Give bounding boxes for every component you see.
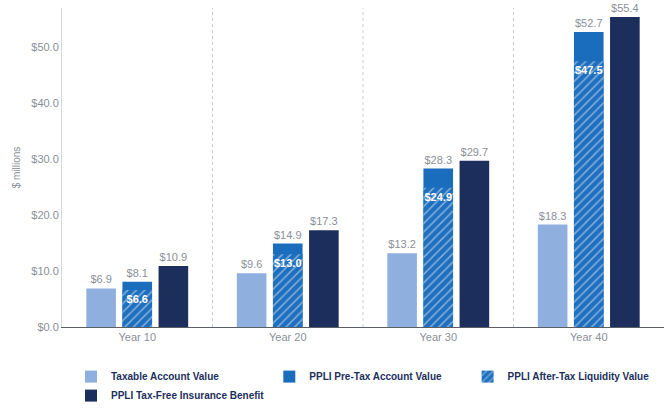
svg-text:$10.0: $10.0 bbox=[31, 265, 59, 277]
svg-text:$28.3: $28.3 bbox=[424, 154, 452, 166]
svg-text:$13.0: $13.0 bbox=[274, 257, 302, 269]
svg-text:Year 30: Year 30 bbox=[419, 331, 457, 343]
svg-text:$24.9: $24.9 bbox=[424, 191, 452, 203]
svg-text:$29.7: $29.7 bbox=[461, 146, 489, 158]
svg-text:Year 10: Year 10 bbox=[118, 331, 156, 343]
svg-text:PPLI Tax-Free Insurance Benefi: PPLI Tax-Free Insurance Benefit bbox=[111, 390, 264, 401]
svg-text:$55.4: $55.4 bbox=[611, 2, 639, 14]
svg-text:$8.1: $8.1 bbox=[127, 267, 148, 279]
svg-text:$40.0: $40.0 bbox=[31, 97, 59, 109]
svg-text:$14.9: $14.9 bbox=[274, 229, 302, 241]
svg-text:$50.0: $50.0 bbox=[31, 41, 59, 53]
svg-text:$18.3: $18.3 bbox=[539, 210, 567, 222]
svg-text:$9.6: $9.6 bbox=[241, 258, 262, 270]
svg-text:$52.7: $52.7 bbox=[575, 17, 603, 29]
svg-text:PPLI Pre-Tax Account Value: PPLI Pre-Tax Account Value bbox=[309, 371, 442, 382]
svg-text:Taxable Account Value: Taxable Account Value bbox=[111, 371, 219, 382]
svg-text:$6.6: $6.6 bbox=[127, 293, 148, 305]
svg-text:$47.5: $47.5 bbox=[575, 64, 603, 76]
svg-text:PPLI After-Tax Liquidity Value: PPLI After-Tax Liquidity Value bbox=[508, 371, 650, 382]
svg-text:$6.9: $6.9 bbox=[90, 273, 111, 285]
svg-text:$13.2: $13.2 bbox=[388, 238, 416, 250]
svg-text:$17.3: $17.3 bbox=[310, 215, 338, 227]
svg-text:$ millions: $ millions bbox=[11, 147, 22, 189]
svg-text:$10.9: $10.9 bbox=[160, 251, 188, 263]
svg-text:$0.0: $0.0 bbox=[37, 321, 58, 333]
svg-text:Year 20: Year 20 bbox=[269, 331, 307, 343]
svg-text:Year 40: Year 40 bbox=[570, 331, 608, 343]
svg-text:$30.0: $30.0 bbox=[31, 153, 59, 165]
svg-text:$20.0: $20.0 bbox=[31, 209, 59, 221]
